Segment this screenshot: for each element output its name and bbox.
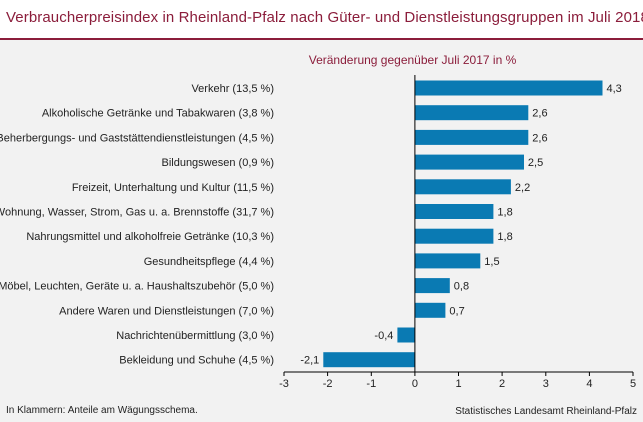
value-label: 1,8	[497, 231, 512, 243]
x-tick-label: 4	[586, 378, 592, 390]
x-tick-label: 5	[630, 378, 636, 390]
value-label: -2,1	[300, 355, 319, 367]
value-label: 1,5	[484, 256, 499, 268]
category-label: Alkoholische Getränke und Tabakwaren (3,…	[42, 108, 274, 120]
category-label: Wohnung, Wasser, Strom, Gas u. a. Brenns…	[0, 207, 274, 219]
bar	[414, 80, 603, 96]
value-label: 2,2	[515, 182, 530, 194]
x-tick-label: 3	[543, 378, 549, 390]
bar	[414, 154, 524, 170]
value-label: 4,3	[607, 83, 622, 95]
x-tick-label: 1	[455, 378, 461, 390]
chart-title: Verbraucherpreisindex in Rheinland-Pfalz…	[6, 9, 643, 26]
category-label: Bekleidung und Schuhe (4,5 %)	[119, 355, 274, 367]
bar	[414, 179, 511, 195]
x-tick-label: 0	[412, 378, 418, 390]
bars-layer: Verkehr (13,5 %) 4,3 Alkoholische Getränke…	[0, 80, 622, 368]
chart-subtitle: Veränderung gegenüber Juli 2017 in %	[308, 53, 517, 67]
bar	[414, 253, 481, 269]
bar	[414, 204, 494, 219]
x-tick-label: 2	[499, 378, 505, 390]
value-label: 2,6	[532, 132, 547, 144]
value-label: 2,6	[532, 108, 547, 120]
value-label: 0,8	[454, 281, 469, 293]
value-label: -0,4	[374, 330, 393, 342]
bar	[414, 278, 450, 294]
category-label: Bildungswesen (0,9 %)	[161, 157, 274, 169]
category-label: Möbel, Leuchten, Geräte u. a. Haushaltsz…	[0, 281, 274, 293]
category-label: Gesundheitspflege (4,4 %)	[144, 256, 274, 268]
x-tick-label: -1	[366, 378, 376, 390]
bar	[414, 105, 529, 121]
bar	[323, 352, 415, 368]
value-label: 2,5	[528, 157, 543, 169]
category-label: Beherbergungs- und Gaststättendienstleis…	[0, 132, 274, 144]
category-label: Andere Waren und Dienstleistungen (7,0 %…	[59, 305, 274, 317]
category-label: Nachrichtenübermittlung (3,0 %)	[116, 330, 274, 342]
title-rule	[0, 38, 643, 40]
title-bar: Verbraucherpreisindex in Rheinland-Pfalz…	[0, 0, 643, 40]
source-credit: Statistisches Landesamt Rheinland-Pfalz	[455, 406, 637, 417]
bar	[397, 327, 415, 343]
x-tick-label: -2	[323, 378, 333, 390]
footnote: In Klammern: Anteile am Wägungsschema.	[6, 405, 198, 416]
category-label: Verkehr (13,5 %)	[191, 83, 274, 95]
x-tick-label: -3	[279, 378, 289, 390]
category-label: Nahrungsmittel und alkoholfreie Getränke…	[26, 231, 274, 243]
bar	[414, 302, 446, 318]
axis-layer: -3 -2 -1 0 1 2 3 4 5	[279, 75, 636, 390]
value-label: 0,7	[449, 305, 464, 317]
value-label: 1,8	[497, 207, 512, 219]
bar	[414, 228, 494, 244]
bar	[414, 129, 529, 145]
category-label: Freizeit, Unterhaltung und Kultur (11,5 …	[72, 182, 274, 194]
